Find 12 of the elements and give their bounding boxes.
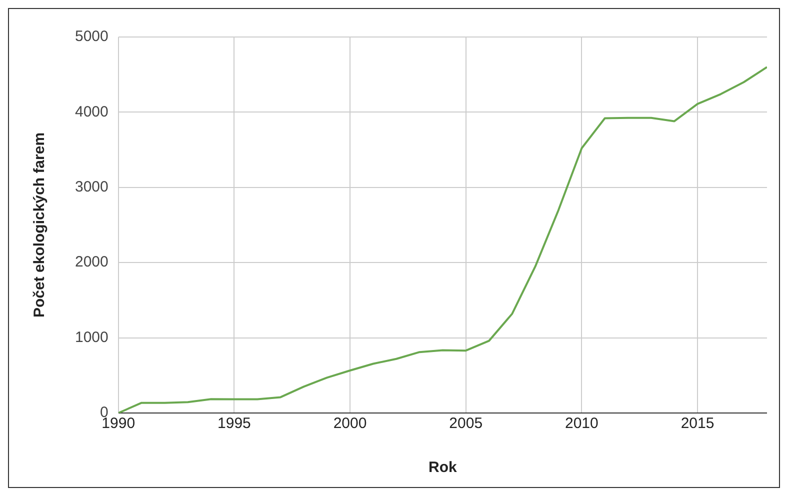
y-axis-title: Počet ekologických farem bbox=[31, 132, 48, 318]
y-tick-label: 3000 bbox=[74, 178, 108, 196]
y-tick-label: 1000 bbox=[74, 328, 108, 346]
x-tick-label: 2005 bbox=[449, 415, 483, 432]
x-tick-label: 2010 bbox=[564, 415, 598, 432]
x-tick-label: 1995 bbox=[218, 415, 251, 432]
x-axis-title: Rok bbox=[428, 459, 458, 476]
y-tick-label: 5000 bbox=[74, 28, 108, 46]
x-tick-label: 2015 bbox=[680, 415, 714, 432]
x-tick-label: 2000 bbox=[333, 415, 367, 432]
y-tick-label: 4000 bbox=[74, 103, 108, 120]
y-tick-label: 2000 bbox=[74, 254, 108, 271]
